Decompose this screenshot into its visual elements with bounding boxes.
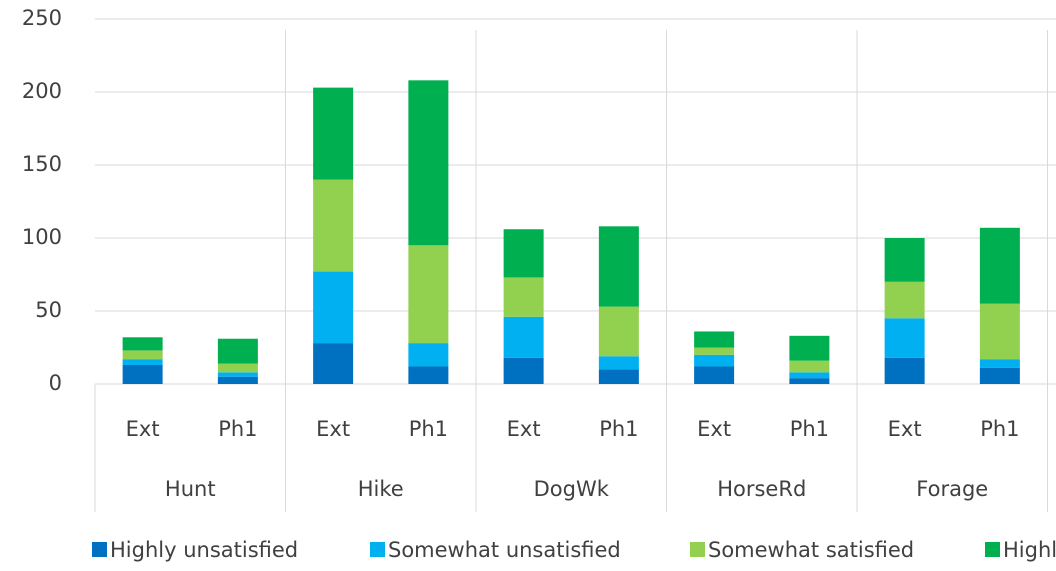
bar-segment — [979, 227, 1020, 304]
group-label: HorseRd — [717, 477, 806, 501]
bar-segment — [884, 357, 925, 384]
x-tick-label: Ext — [888, 417, 922, 441]
bar-segment — [408, 80, 449, 246]
bar-segment — [598, 369, 639, 384]
bar-segment — [408, 245, 449, 344]
bar-segment — [694, 331, 735, 348]
bar-segment — [598, 306, 639, 357]
group-label: DogWk — [534, 477, 610, 501]
x-tick-label: Ext — [316, 417, 350, 441]
bar-segment — [408, 366, 449, 384]
legend-label: Highly unsatisfied — [110, 538, 298, 562]
bar-segment — [789, 360, 830, 373]
legend-swatch — [92, 542, 107, 557]
bar-segment — [979, 367, 1020, 384]
legend-swatch — [690, 542, 705, 557]
bar-segment — [408, 343, 449, 367]
x-tick-label: Ext — [507, 417, 541, 441]
bar-segment — [503, 357, 544, 384]
y-tick-label: 100 — [22, 225, 62, 249]
bar-segment — [789, 335, 830, 361]
bar-segment — [217, 376, 258, 384]
bar-segment — [884, 281, 925, 319]
bar-segment — [884, 318, 925, 358]
bar-segment — [122, 359, 163, 366]
bar-segment — [503, 316, 544, 358]
bar-segment — [503, 229, 544, 278]
legend-label: Highly satisfied — [1003, 538, 1056, 562]
y-tick-label: 150 — [22, 152, 62, 176]
legend-swatch — [370, 542, 385, 557]
bar-segment — [217, 372, 258, 377]
bar-segment — [789, 378, 830, 384]
y-tick-label: 0 — [49, 371, 62, 395]
bar-segment — [694, 366, 735, 384]
bar-segment — [979, 359, 1020, 368]
bar-segment — [598, 226, 639, 307]
bar-segment — [217, 363, 258, 373]
x-tick-label: Ph1 — [599, 417, 638, 441]
legend-label: Somewhat satisfied — [708, 538, 914, 562]
group-label: Forage — [916, 477, 988, 501]
bar-segment — [503, 277, 544, 317]
x-tick-label: Ext — [126, 417, 160, 441]
bar-segment — [598, 356, 639, 370]
y-tick-label: 200 — [22, 79, 62, 103]
bar-segment — [313, 87, 354, 180]
bar-segment — [122, 365, 163, 384]
legend-label: Somewhat unsatisfied — [388, 538, 621, 562]
x-tick-label: Ph1 — [980, 417, 1019, 441]
bar-segment — [122, 350, 163, 360]
bar-segment — [694, 347, 735, 355]
group-label: Hunt — [165, 477, 216, 501]
bar-segment — [313, 271, 354, 344]
group-label: Hike — [358, 477, 404, 501]
bar-segment — [313, 179, 354, 272]
bar-segment — [884, 238, 925, 282]
bar-segment — [122, 337, 163, 351]
x-tick-label: Ext — [697, 417, 731, 441]
bar-segment — [217, 338, 258, 364]
bar-segment — [979, 303, 1020, 360]
y-tick-label: 50 — [35, 298, 62, 322]
bar-segment — [789, 372, 830, 379]
y-tick-label: 250 — [22, 6, 62, 30]
legend-swatch — [985, 542, 1000, 557]
x-tick-label: Ph1 — [790, 417, 829, 441]
x-tick-label: Ph1 — [218, 417, 257, 441]
bar-segment — [694, 354, 735, 367]
bar-segment — [313, 343, 354, 384]
x-tick-label: Ph1 — [409, 417, 448, 441]
